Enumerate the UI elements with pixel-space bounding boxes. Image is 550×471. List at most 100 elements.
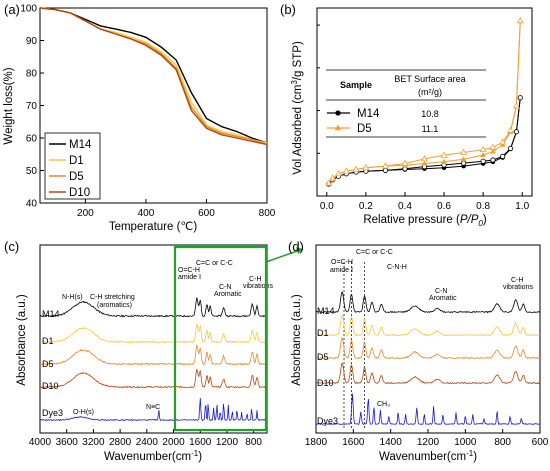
ftir-full-spectrum-d1 — [39, 322, 268, 344]
ftir-zoom-label-d1: D1 — [317, 328, 329, 338]
bet-open-point-d5 — [362, 163, 370, 171]
tga-y-axis-label: Weight loss(%) — [3, 67, 15, 144]
ftir-zoom-annot-ch: C-H — [511, 277, 523, 284]
ftir-full-panel: (c) 4000 3600 3200 2800 2400 2000 1600 1200 800 … — [4, 239, 303, 463]
ftir-annot-oh: O-H(s) — [73, 409, 94, 416]
ftir-zoom-annot-cnh: C-N-H — [387, 264, 407, 271]
tga-y-tick-label: 90 — [26, 36, 38, 47]
bet-point-d5 — [490, 148, 496, 154]
bet-x-tick-label: 0.0 — [320, 201, 334, 212]
panel-label-d: (d) — [288, 239, 304, 254]
bet-open-point-d5 — [325, 179, 333, 186]
bet-x-tick-label: 0.4 — [398, 201, 412, 212]
ftir-zoom-annot-cc: C=C or C-C — [356, 249, 393, 256]
ftir-full-spectrum-dye3 — [40, 397, 267, 422]
tga-x-tick-label: 800 — [259, 208, 276, 219]
ftir-zoom-x-tick-label: 1200 — [417, 437, 440, 448]
tga-panel: (a) 40 50 60 70 80 90 100 200 400 600 800 Weight … — [3, 2, 276, 233]
tga-line-d1 — [39, 7, 268, 144]
ftir-full-label-d1: D1 — [42, 336, 54, 346]
zoom-arrow — [265, 249, 301, 263]
tga-x-tick-label: 600 — [198, 208, 215, 219]
ftir-zoom-annot-cn: C-N — [435, 288, 447, 295]
bet-inset-table: Sample BET Surface area (m²/g) M14 10.8 … — [326, 69, 486, 138]
bet-series — [325, 16, 524, 187]
tga-y-tick-label: 40 — [26, 199, 38, 210]
ftir-annot-cc: C=C or C-C — [196, 260, 233, 267]
ftir-annot-och: O=C-H — [178, 267, 200, 274]
tga-legend: M14 D1 D5 D10 — [44, 132, 101, 200]
ftir-annot-ch: C-H — [249, 276, 261, 283]
bet-open-point-m14 — [460, 160, 467, 166]
bet-open-point-d5 — [342, 167, 350, 174]
ftir-zoom-x-tick-label: 1000 — [454, 437, 477, 448]
ftir-full-label-dye3: Dye3 — [42, 408, 63, 418]
ftir-annot-cn: C-N — [219, 284, 231, 291]
ftir-full-x-tick-label: 3600 — [56, 437, 79, 448]
ftir-zoom-annot-aromatic: Aromatic — [429, 295, 457, 302]
ftir-zoom-spectrum-d1 — [315, 315, 541, 337]
bet-open-point-d5 — [329, 174, 337, 181]
ftir-zoom-annot-vibrations: vibrations — [503, 284, 533, 291]
ftir-full-x-tick-label: 3200 — [82, 437, 105, 448]
legend-label-m14: M14 — [69, 139, 92, 151]
bet-table-col-unit: (m²/g) — [418, 87, 442, 97]
bet-plot-frame — [316, 7, 533, 197]
ftir-full-x-tick-label: 1600 — [189, 437, 212, 448]
tga-x-ticks: 200 400 600 800 — [77, 199, 276, 219]
bet-x-axis-label: Relative pressure (P/P0) — [363, 214, 487, 228]
tga-y-tick-label: 60 — [26, 134, 38, 145]
bet-open-point-d5 — [507, 126, 514, 133]
ftir-zoom-x-axis-label: Wavenumber(cm-1) — [379, 449, 477, 463]
ftir-zoom-annot-ch3: CH₃ — [377, 401, 390, 408]
ftir-annot-ch-stretch: C-H stretching — [90, 294, 135, 301]
bet-open-point-d5 — [512, 102, 520, 109]
bet-open-point-d5 — [516, 16, 524, 24]
ftir-zoom-x-ticks: 1800 1600 1400 1200 1000 800 600 — [305, 429, 549, 448]
bet-panel: (b) 0.0 0.2 0.4 0.6 0.8 1.0 Vol Adsorbed (cm3… — [280, 2, 533, 228]
ftir-zoom-y-axis-label: Absorbance (a.u.) — [291, 294, 303, 386]
ftir-zoom-x-tick-label: 800 — [494, 437, 511, 448]
tga-x-axis-label: Temperature (℃) — [109, 221, 197, 233]
ftir-zoom-spectra — [315, 291, 541, 426]
ftir-zoom-guide-lines — [343, 262, 365, 430]
ftir-zoom-spectrum-m14 — [315, 291, 541, 314]
ftir-zoom-x-tick-label: 600 — [532, 437, 549, 448]
zoom-arrow-head — [296, 247, 303, 254]
ftir-zoom-label-m14: M14 — [317, 306, 335, 316]
tga-y-tick-label: 100 — [20, 4, 37, 15]
tga-series-lines — [39, 7, 268, 146]
bet-open-point-m14 — [500, 153, 506, 159]
ftir-full-spectrum-d10 — [39, 368, 267, 389]
bet-open-point-m14 — [490, 157, 496, 163]
ftir-full-y-axis-label: Absorbance (a.u.) — [16, 294, 28, 386]
ftir-zoom-x-tick-label: 1600 — [342, 437, 365, 448]
ftir-zoom-spectrum-d10 — [315, 362, 541, 385]
legend-label-d1: D1 — [69, 155, 84, 167]
bet-open-point-d5 — [489, 143, 497, 150]
bet-point-d5 — [480, 151, 486, 157]
bet-open-point-m14 — [517, 95, 523, 101]
bet-table-value-m14: 10.8 — [421, 109, 439, 119]
bet-open-point-d5 — [352, 165, 360, 172]
ftir-full-x-tick-label: 4000 — [29, 437, 52, 448]
panel-label-c: (c) — [4, 239, 19, 254]
ftir-zoom-label-d5: D5 — [317, 352, 329, 362]
ftir-full-x-axis-label: Wavenumber(cm-1) — [104, 449, 202, 463]
ftir-annot-aromatic: Aromatic — [214, 291, 242, 298]
bet-y-ticks — [317, 24, 320, 197]
bet-open-point-m14 — [513, 129, 519, 135]
ftir-zoom-label-d10: D10 — [317, 378, 334, 388]
bet-table-col-area: BET Surface area — [394, 74, 465, 84]
ftir-full-label-m14: M14 — [42, 309, 60, 319]
ftir-full-x-tick-label: 2000 — [162, 437, 185, 448]
tga-y-tick-label: 50 — [26, 166, 38, 177]
bet-open-point-d5 — [479, 145, 487, 153]
ftir-zoom-annot-amide: amide Ⅰ — [330, 267, 353, 274]
bet-open-point-m14 — [507, 145, 514, 152]
ftir-full-spectra — [39, 297, 268, 422]
bet-open-point-d5 — [440, 151, 448, 158]
bet-open-point-m14 — [382, 167, 389, 173]
tga-line-d5 — [39, 7, 268, 146]
